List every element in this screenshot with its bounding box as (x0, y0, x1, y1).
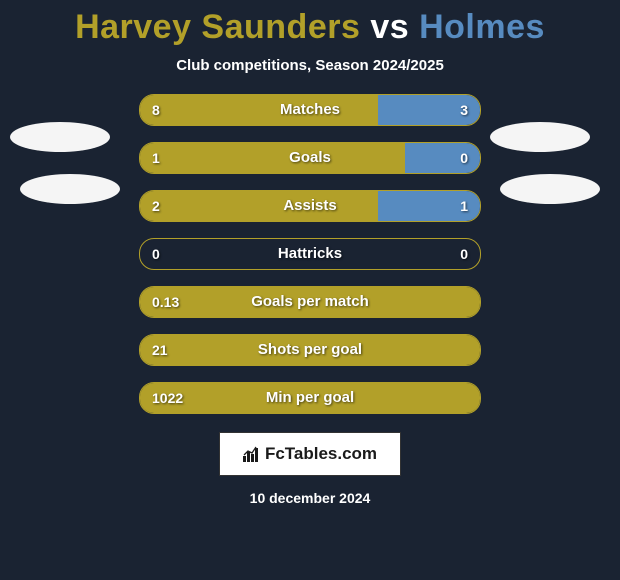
comparison-card: Harvey Saunders vs Holmes Club competiti… (0, 0, 620, 580)
stat-row: 00Hattricks (139, 238, 481, 270)
stats-bars: 83Matches 10Goals 21Assists 00Hattricks 0.13… (0, 94, 620, 414)
vs-text: vs (370, 8, 409, 46)
stat-label: Goals per match (140, 287, 480, 317)
stat-row: 0.13Goals per match (139, 286, 481, 318)
stat-label: Min per goal (140, 383, 480, 413)
stat-row: 21Shots per goal (139, 334, 481, 366)
stat-row: 10Goals (139, 142, 481, 174)
logo-label: FcTables.com (265, 444, 377, 464)
date-text: 10 december 2024 (0, 490, 620, 506)
page-title: Harvey Saunders vs Holmes (0, 0, 620, 47)
stat-row: 83Matches (139, 94, 481, 126)
stat-label: Goals (140, 143, 480, 173)
player2-name: Holmes (419, 8, 545, 46)
bar-chart-icon (243, 446, 261, 462)
source-logo: FcTables.com (219, 432, 401, 476)
stat-label: Hattricks (140, 239, 480, 269)
stat-label: Matches (140, 95, 480, 125)
player1-name: Harvey Saunders (75, 8, 360, 46)
stat-row: 21Assists (139, 190, 481, 222)
source-logo-text: FcTables.com (243, 444, 377, 464)
subtitle: Club competitions, Season 2024/2025 (0, 57, 620, 74)
stat-label: Assists (140, 191, 480, 221)
stat-row: 1022Min per goal (139, 382, 481, 414)
stat-label: Shots per goal (140, 335, 480, 365)
